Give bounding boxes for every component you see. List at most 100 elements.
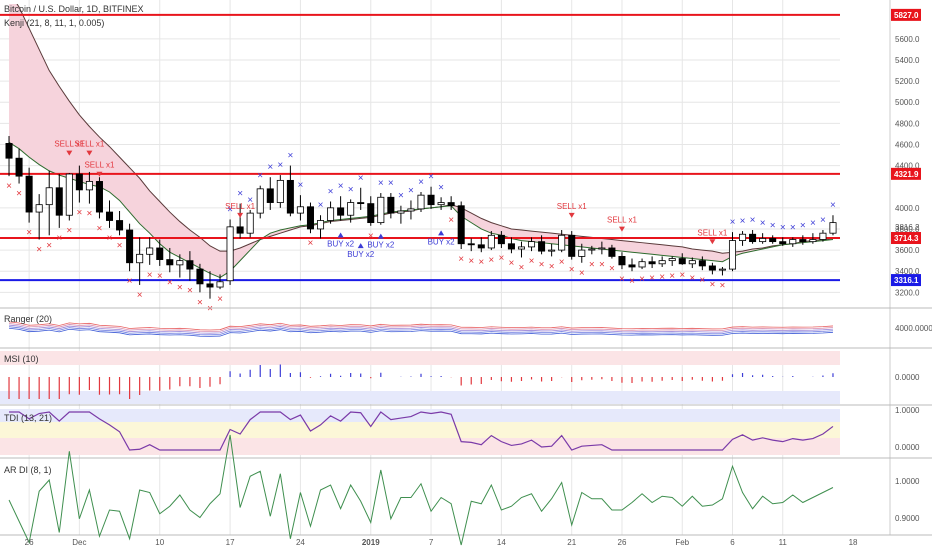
candle	[628, 258, 636, 272]
candle	[718, 266, 726, 276]
candle	[568, 231, 576, 260]
x-tick-label: 21	[567, 538, 576, 547]
ranger-band-line	[8, 321, 834, 331]
x-marker: ×	[639, 274, 645, 285]
candle-body	[688, 260, 696, 265]
candle	[317, 215, 325, 239]
x-marker: ×	[26, 228, 32, 239]
x-marker: ×	[750, 215, 756, 226]
candle	[5, 136, 13, 177]
candle	[407, 200, 415, 220]
candle-body	[437, 202, 445, 206]
candle-body	[477, 244, 485, 249]
x-axis: 26 Dec 10 17 24 2019 7 14 21 26 Feb 6 11 18	[25, 538, 858, 547]
candle	[789, 237, 797, 247]
candle-body	[367, 203, 375, 224]
candle	[437, 197, 445, 210]
x-marker: ×	[46, 240, 52, 251]
price-tick-label: 5600.0	[895, 35, 920, 44]
candle-body	[206, 283, 214, 288]
ranger-band-line	[8, 324, 834, 334]
candle-body	[558, 234, 566, 251]
ardi-tick-label: 1.0000	[895, 477, 920, 486]
x-marker: ×	[348, 184, 354, 195]
sell-signal-label: SELL x1	[74, 140, 104, 149]
x-marker: ×	[287, 151, 293, 162]
candle-body	[276, 179, 284, 203]
x-marker: ×	[318, 200, 324, 211]
candle	[517, 241, 525, 258]
candle-body	[196, 268, 204, 285]
candle	[608, 244, 616, 259]
price-badge-label: 4321.9	[894, 170, 919, 179]
candle	[728, 232, 737, 272]
sell-signal-label: SELL x1	[84, 161, 114, 170]
x-marker: ×	[418, 177, 424, 188]
price-axis: 5600.0 5400.0 5200.0 5000.0 4800.0 4600.0 4400…	[891, 8, 921, 297]
x-marker: ×	[448, 215, 454, 226]
candle	[477, 237, 485, 253]
candle-body	[75, 173, 83, 191]
x-tick-label: 7	[429, 538, 434, 547]
x-marker: ×	[408, 185, 414, 196]
candle-body	[357, 202, 365, 205]
buy-signal-label: BUY x2	[367, 241, 395, 250]
candle	[497, 231, 505, 248]
candle	[327, 201, 335, 224]
x-marker: ×	[167, 277, 173, 288]
x-marker: ×	[36, 245, 42, 256]
tdi-label: TDI (13, 21)	[4, 413, 53, 423]
msi-lower-zone	[0, 391, 840, 404]
x-marker: ×	[649, 273, 655, 284]
x-marker: ×	[679, 270, 685, 281]
candle	[55, 174, 63, 228]
x-marker: ×	[458, 254, 464, 265]
candle-body	[497, 234, 505, 245]
candle-body	[377, 196, 385, 224]
candle	[819, 230, 827, 242]
sell-arrow-icon	[96, 171, 103, 177]
candle	[246, 209, 254, 238]
tdi-tick-label: 0.0000	[895, 443, 920, 452]
candle	[638, 258, 646, 270]
x-marker: ×	[709, 279, 715, 290]
x-marker: ×	[358, 173, 364, 184]
sell-arrow-icon	[237, 212, 244, 218]
x-tick-label: Feb	[675, 538, 689, 547]
candle-body	[256, 188, 264, 214]
x-marker: ×	[740, 216, 746, 227]
price-badge-label: 3316.1	[894, 276, 919, 285]
x-tick-label: 2019	[362, 538, 380, 547]
candle	[558, 230, 566, 253]
x-marker: ×	[619, 274, 625, 285]
x-marker: ×	[137, 290, 143, 301]
candle-body	[457, 205, 465, 245]
candle-body	[317, 220, 325, 230]
candle	[578, 243, 586, 263]
candle	[427, 186, 435, 209]
candle-body	[176, 260, 184, 266]
x-marker: ×	[107, 233, 113, 244]
candle	[286, 165, 294, 217]
x-marker: ×	[197, 297, 203, 308]
candle	[487, 231, 495, 251]
candle-body	[698, 260, 706, 267]
x-markers: × × × × × × × × × × × × × × × × × × × × × × × × × × × × × × × × × × × × × × × ×…	[6, 151, 836, 315]
candle-body	[618, 256, 626, 266]
candle-body	[85, 181, 93, 191]
candle-body	[246, 212, 254, 234]
sell-arrow-icon	[618, 226, 625, 232]
candle-body	[739, 233, 747, 241]
candle	[95, 177, 103, 219]
candle	[668, 256, 676, 266]
tdi-upper-zone	[0, 409, 840, 422]
candle	[457, 201, 465, 250]
x-marker: ×	[830, 200, 836, 211]
candle-body	[588, 248, 596, 251]
candle-body	[95, 181, 103, 213]
ardi-tick-label: 0.9000	[895, 514, 920, 523]
candle-body	[347, 202, 355, 216]
price-tick-label: 4600.0	[895, 140, 920, 149]
